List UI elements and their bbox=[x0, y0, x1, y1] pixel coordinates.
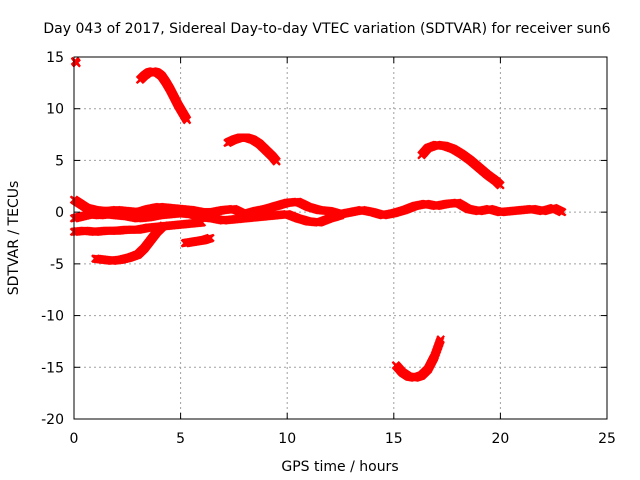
series-arc-dip-minus-16 bbox=[391, 335, 445, 382]
y-tick-label: -10 bbox=[41, 309, 64, 325]
y-tick-label: 0 bbox=[55, 205, 64, 221]
x-tick-label: 25 bbox=[598, 431, 616, 447]
series-arc-minus-3 bbox=[180, 233, 215, 248]
data-point bbox=[272, 157, 281, 166]
series-arc-rising-from-minus-5 bbox=[91, 221, 168, 266]
y-tick-labels: 15 10 5 0 -5 -10 -15 -20 bbox=[41, 50, 64, 428]
series-band-near-zero bbox=[69, 195, 567, 220]
x-tick-label: 0 bbox=[70, 431, 79, 447]
series-arc-start-high bbox=[70, 56, 81, 68]
data-point bbox=[496, 180, 505, 190]
y-tick-label: -15 bbox=[41, 360, 64, 376]
y-tick-label: 10 bbox=[46, 102, 64, 118]
x-tick-label: 15 bbox=[385, 431, 403, 447]
data-point bbox=[436, 335, 445, 344]
y-axis-label: SDTVAR / TECUs bbox=[6, 181, 22, 296]
series-arc-peak-6 bbox=[417, 140, 505, 190]
y-tick-label: -20 bbox=[41, 412, 64, 428]
x-tick-label: 20 bbox=[491, 431, 509, 447]
x-tick-labels: 0 5 10 15 20 25 bbox=[70, 431, 616, 447]
x-tick-label: 5 bbox=[176, 431, 185, 447]
y-tick-label: -5 bbox=[50, 257, 64, 273]
data-point bbox=[336, 210, 345, 220]
plot-frame bbox=[73, 56, 608, 420]
data-point bbox=[159, 221, 168, 230]
series-arc-peak-13 bbox=[135, 67, 192, 125]
data-point bbox=[182, 115, 192, 125]
x-tick-label: 10 bbox=[278, 431, 296, 447]
data-point bbox=[197, 218, 207, 227]
data-point bbox=[557, 207, 567, 217]
series-band-below-zero bbox=[69, 208, 345, 227]
y-tick-label: 5 bbox=[55, 153, 64, 169]
data-points bbox=[69, 56, 567, 382]
data-point bbox=[206, 233, 215, 243]
x-axis-label: GPS time / hours bbox=[281, 459, 398, 475]
axis-ticks bbox=[73, 56, 608, 420]
chart-title: Day 043 of 2017, Sidereal Day-to-day VTE… bbox=[43, 21, 610, 37]
series-arc-peak-7 bbox=[223, 133, 281, 166]
y-tick-label: 15 bbox=[46, 50, 64, 66]
